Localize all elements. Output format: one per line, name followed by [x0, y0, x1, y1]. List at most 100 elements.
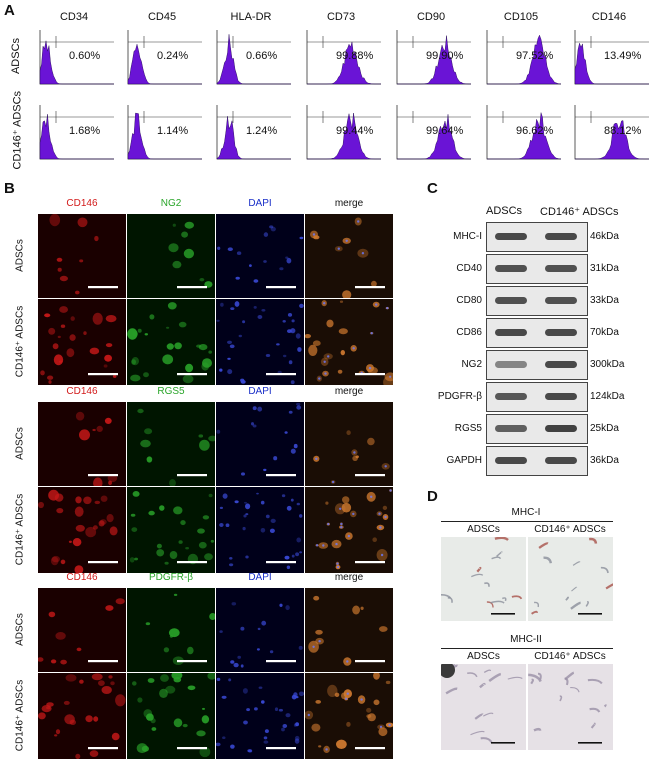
cell-shape: [585, 601, 589, 607]
histogram-plot: [396, 105, 471, 160]
cell-shape: [502, 597, 507, 602]
cell: [181, 231, 188, 238]
cell-shape: [534, 601, 540, 608]
ihc-image: [528, 537, 613, 621]
nucleus: [368, 366, 372, 370]
cell: [240, 626, 245, 631]
scale-bar: [578, 613, 602, 615]
fl-header-3: merge: [334, 198, 364, 209]
cell: [75, 496, 82, 504]
cell: [60, 659, 67, 665]
cell: [312, 340, 321, 346]
scale-bar: [355, 373, 385, 376]
cell: [254, 707, 258, 711]
cell: [340, 350, 345, 356]
marker-label-6: CD146: [591, 11, 627, 23]
cell: [85, 715, 93, 723]
cell: [263, 736, 268, 740]
cell: [132, 681, 137, 686]
cell: [164, 561, 169, 565]
cell: [220, 302, 224, 307]
nucleus: [347, 534, 351, 538]
cell: [294, 738, 300, 744]
fluorescence-image: [305, 402, 394, 487]
cell: [315, 700, 321, 704]
cell: [373, 699, 380, 706]
cell-shape: [483, 712, 494, 717]
wb-protein-label: CD86: [456, 327, 482, 338]
cell: [85, 526, 97, 538]
percentage-value: 99.88%: [336, 50, 374, 62]
cell: [208, 350, 212, 354]
gate-bracket: [40, 36, 114, 48]
gate-bracket: [217, 111, 291, 123]
histogram: [301, 103, 381, 165]
cell: [76, 647, 82, 652]
cell: [288, 360, 293, 365]
fl-header-2: DAPI: [248, 198, 272, 209]
cell-shape: [571, 586, 578, 592]
histogram-peak: [216, 116, 291, 160]
cell: [165, 685, 176, 694]
cell: [89, 750, 99, 757]
cell-shape: [600, 566, 609, 574]
cell: [273, 456, 278, 461]
wb-protein-label: MHC-I: [453, 231, 482, 242]
cell: [219, 368, 223, 372]
cell: [337, 369, 343, 374]
fluorescence-image: [127, 299, 216, 386]
histogram-peak: [397, 114, 471, 160]
cell: [342, 496, 350, 504]
cell-shape: [496, 551, 503, 557]
cell: [75, 753, 81, 759]
fl-header-1: PDGFR-β: [148, 572, 194, 583]
scale-bar: [177, 474, 207, 477]
histogram-peak: [39, 114, 114, 160]
cell-shape: [483, 669, 492, 673]
gate-bracket: [217, 36, 291, 48]
cell: [227, 357, 231, 360]
cell: [105, 605, 114, 611]
cell: [286, 565, 291, 570]
cell: [98, 680, 105, 686]
cell: [151, 727, 157, 731]
scale-bar: [88, 373, 118, 376]
histogram: [122, 103, 202, 165]
cell: [207, 673, 215, 680]
cell: [202, 707, 205, 710]
cell: [336, 739, 347, 749]
cell: [108, 675, 113, 679]
cell: [196, 730, 206, 737]
cell: [110, 681, 115, 686]
protein-band: [545, 425, 577, 432]
cell: [287, 313, 293, 317]
cell: [265, 514, 270, 519]
fl-header-0: CD146: [66, 198, 98, 209]
cell: [293, 723, 297, 727]
fluorescence-cells: [216, 301, 304, 385]
cell-shape: [570, 601, 581, 610]
nucleus: [352, 512, 355, 516]
cell: [282, 320, 286, 323]
cell-shape: [564, 671, 575, 681]
fluorescence-image: [305, 588, 394, 673]
western-blot-strip: [486, 446, 588, 476]
cell: [199, 439, 210, 451]
cell: [311, 723, 321, 732]
cell: [373, 673, 380, 680]
cell: [107, 474, 118, 483]
fluorescence-image: [305, 299, 394, 386]
stained-cells: [441, 537, 523, 615]
cell: [185, 363, 194, 373]
cell-shape: [570, 686, 580, 693]
cell: [245, 555, 249, 559]
cell-shape: [589, 707, 601, 713]
cell: [69, 334, 76, 341]
nucleus: [312, 645, 315, 648]
ihc-image: [528, 664, 613, 750]
cell-shape: [507, 676, 523, 680]
scale-bar: [177, 660, 207, 663]
cell: [111, 732, 120, 741]
cell: [299, 551, 302, 554]
cell: [298, 691, 304, 697]
